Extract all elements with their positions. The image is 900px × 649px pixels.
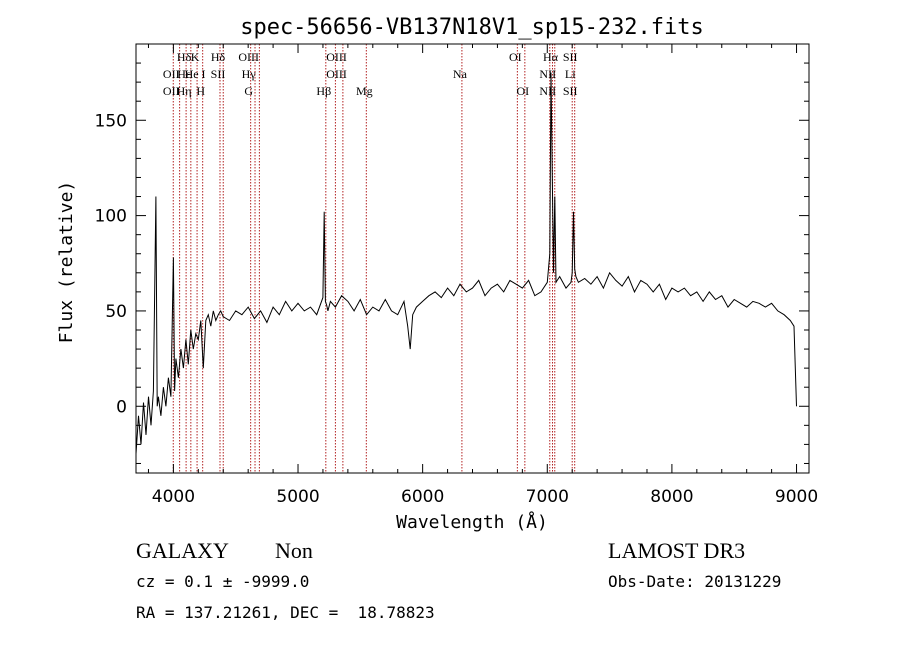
line-label: H (196, 84, 205, 98)
y-axis-label: Flux (relative) (56, 181, 77, 344)
obs-date: Obs-Date: 20131229 (608, 572, 782, 591)
line-label: OII (163, 67, 180, 81)
line-label: Hδ (211, 50, 226, 64)
line-label: SII (211, 67, 226, 81)
line-label: Hδ (177, 50, 192, 64)
y-tick-label: 100 (95, 207, 127, 227)
x-tick-label: 9000 (775, 487, 818, 507)
x-tick-label: 8000 (650, 487, 693, 507)
y-tick-label: 50 (105, 302, 127, 322)
x-tick-label: 4000 (152, 487, 195, 507)
x-tick-label: 5000 (276, 487, 319, 507)
line-label: OIII (326, 50, 347, 64)
line-label: NII (539, 67, 556, 81)
x-tick-label: 7000 (526, 487, 569, 507)
line-label: OI (517, 84, 530, 98)
line-label: OII (163, 84, 180, 98)
line-label: Hη (177, 84, 192, 98)
line-label: NII (539, 84, 556, 98)
spectrum-line (135, 72, 797, 454)
line-label: OI (509, 50, 522, 64)
coordinates: RA = 137.21261, DEC = 18.78823 (136, 603, 435, 622)
x-axis-label: Wavelength (Å) (396, 511, 548, 533)
object-subclass: Non (275, 538, 313, 563)
line-label: OIII (238, 50, 259, 64)
line-label: Li (565, 67, 576, 81)
line-labels: OII OII Hδ Hε Hη K He I H Hδ SII OIII Hγ G Hβ OIII OIII… (163, 50, 578, 98)
line-label: Hε (177, 67, 191, 81)
emission-line-markers (172, 44, 576, 473)
survey-name: LAMOST DR3 (608, 538, 746, 563)
line-label: Na (453, 67, 468, 81)
line-label: SII (563, 50, 578, 64)
line-label: SII (563, 84, 578, 98)
plot-frame (135, 43, 810, 474)
line-label: Hγ (242, 67, 257, 81)
x-tick-label: 6000 (401, 487, 444, 507)
y-tick-label: 150 (95, 111, 127, 131)
axis-ticks: 4000 5000 6000 7000 8000 9000 0 50 100 150 (95, 44, 818, 507)
y-tick-label: 0 (116, 397, 127, 417)
line-label: OIII (326, 67, 347, 81)
line-label: He I (185, 67, 206, 81)
line-label: G (244, 84, 253, 98)
line-label: K (191, 50, 200, 64)
line-label: Mg (356, 84, 373, 98)
object-class: GALAXY (136, 538, 229, 563)
line-label: Hβ (316, 84, 331, 98)
line-label: Hα (543, 50, 559, 64)
redshift-value: cz = 0.1 ± -9999.0 (136, 572, 310, 591)
chart-title: spec-56656-VB137N18V1_sp15-232.fits (240, 15, 704, 40)
